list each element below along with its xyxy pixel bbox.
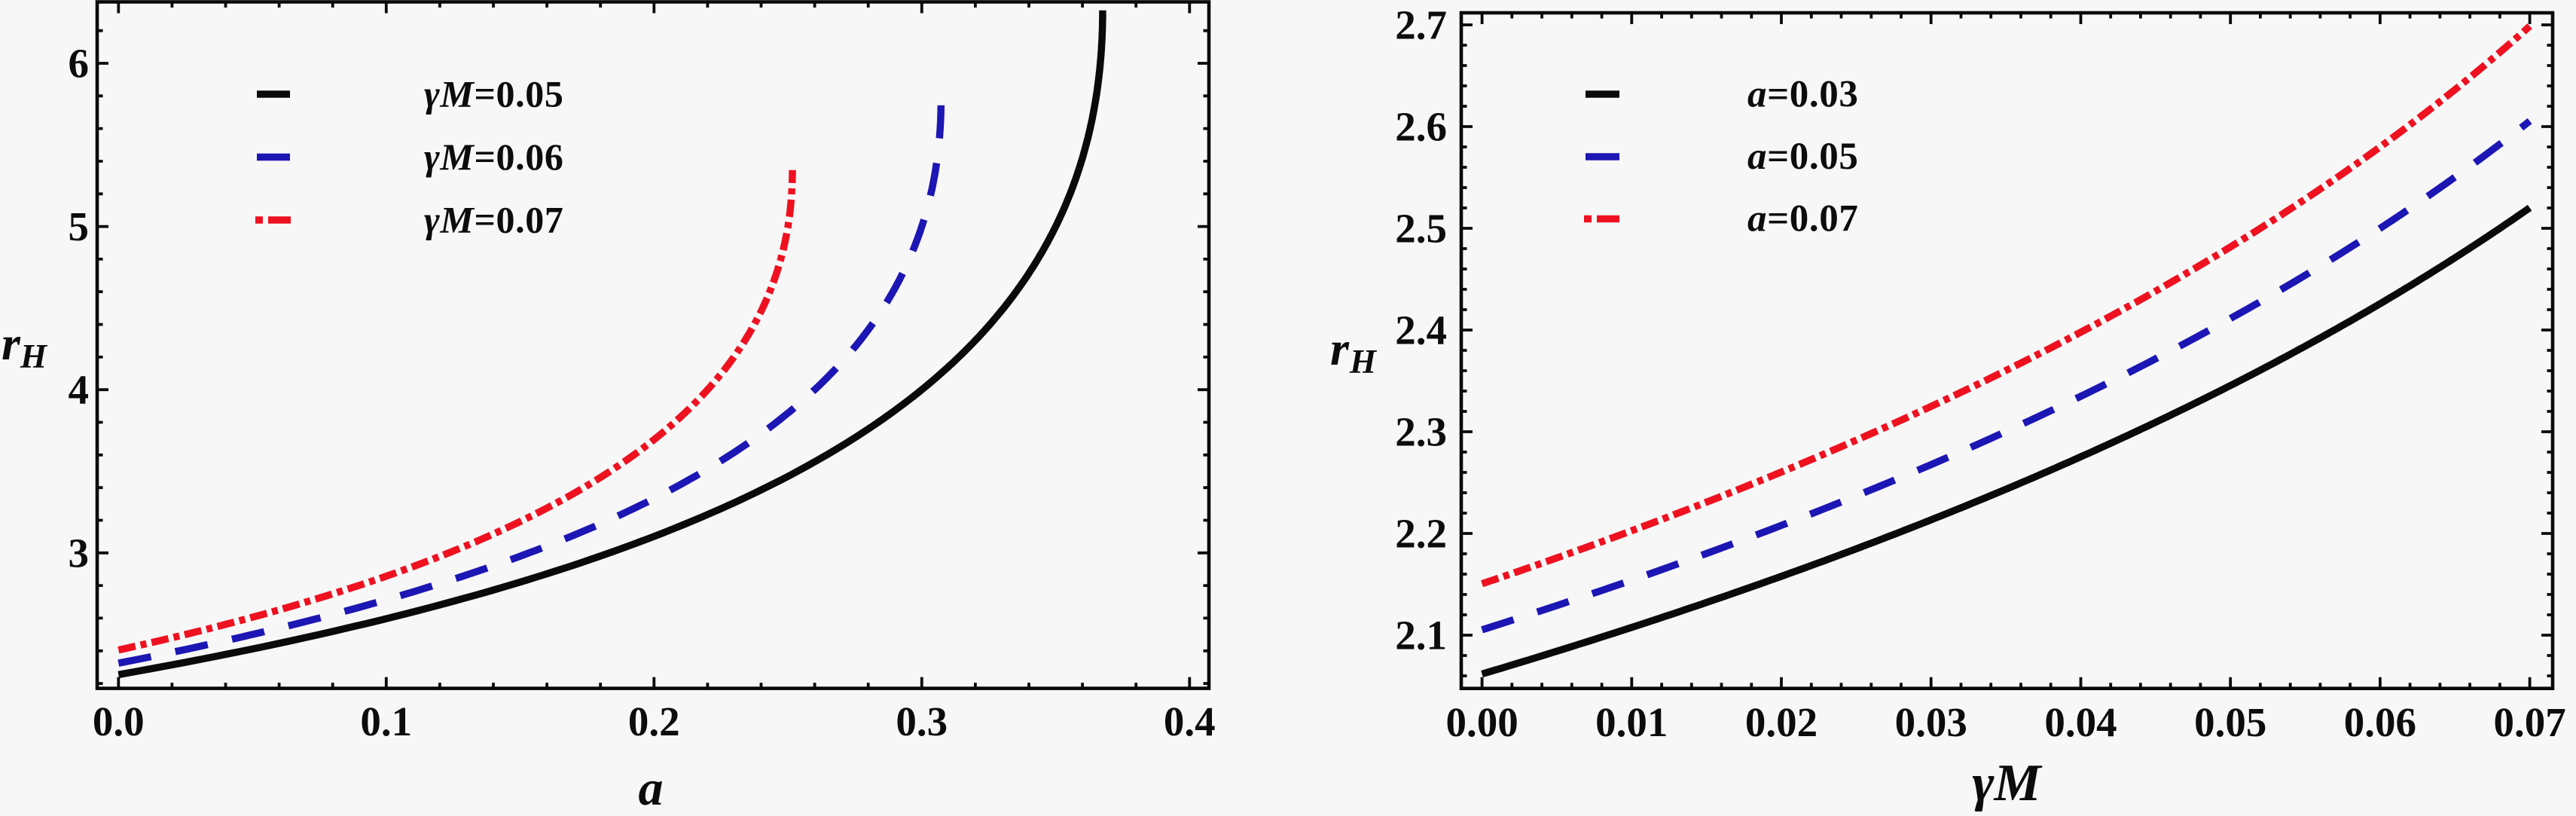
svg-text:γM: γM bbox=[1972, 754, 2043, 812]
svg-text:6: 6 bbox=[69, 41, 90, 87]
svg-text:γM=0.05: γM=0.05 bbox=[424, 73, 563, 115]
svg-text:0.06: 0.06 bbox=[2344, 699, 2416, 745]
svg-text:0.02: 0.02 bbox=[1745, 699, 1818, 745]
svg-text:0.01: 0.01 bbox=[1595, 699, 1668, 745]
svg-text:r: r bbox=[2, 316, 21, 370]
svg-text:a=0.03: a=0.03 bbox=[1747, 74, 1858, 116]
svg-text:γM=0.06: γM=0.06 bbox=[424, 136, 563, 178]
svg-text:2.7: 2.7 bbox=[1395, 2, 1447, 48]
svg-text:0.00: 0.00 bbox=[1445, 699, 1518, 745]
svg-text:2.1: 2.1 bbox=[1395, 613, 1447, 659]
svg-text:0.03: 0.03 bbox=[1895, 699, 1967, 745]
svg-text:0.4: 0.4 bbox=[1164, 698, 1216, 744]
svg-text:2.4: 2.4 bbox=[1395, 307, 1447, 353]
svg-text:2.6: 2.6 bbox=[1395, 104, 1447, 150]
svg-text:0.05: 0.05 bbox=[2194, 699, 2266, 745]
svg-text:0.0: 0.0 bbox=[93, 698, 145, 744]
svg-text:a=0.07: a=0.07 bbox=[1747, 198, 1858, 240]
svg-text:0.2: 0.2 bbox=[628, 698, 680, 744]
svg-text:2.2: 2.2 bbox=[1395, 511, 1447, 557]
svg-text:0.3: 0.3 bbox=[896, 698, 948, 744]
svg-text:0.07: 0.07 bbox=[2493, 699, 2565, 745]
svg-text:r: r bbox=[1330, 322, 1350, 375]
svg-text:4: 4 bbox=[69, 367, 90, 413]
svg-text:H: H bbox=[20, 338, 48, 375]
svg-text:H: H bbox=[1349, 343, 1378, 380]
svg-text:2.5: 2.5 bbox=[1395, 206, 1447, 252]
svg-text:0.04: 0.04 bbox=[2044, 699, 2117, 745]
svg-text:a: a bbox=[639, 761, 664, 812]
svg-text:5: 5 bbox=[69, 203, 90, 249]
svg-text:a=0.05: a=0.05 bbox=[1747, 136, 1858, 178]
svg-text:3: 3 bbox=[69, 530, 90, 576]
svg-text:0.1: 0.1 bbox=[360, 698, 412, 744]
svg-text:2.3: 2.3 bbox=[1395, 409, 1447, 455]
svg-text:γM=0.07: γM=0.07 bbox=[424, 199, 563, 241]
